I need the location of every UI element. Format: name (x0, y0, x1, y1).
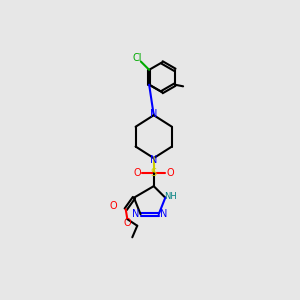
Text: N: N (132, 209, 139, 219)
Text: O: O (167, 168, 174, 178)
Text: Cl: Cl (133, 53, 142, 63)
Text: S: S (151, 168, 157, 178)
Text: NH: NH (164, 192, 177, 201)
Text: N: N (150, 109, 158, 118)
Text: O: O (124, 218, 131, 228)
Text: N: N (150, 155, 158, 165)
Text: N: N (160, 209, 167, 219)
Text: O: O (110, 201, 117, 211)
Text: O: O (134, 168, 141, 178)
